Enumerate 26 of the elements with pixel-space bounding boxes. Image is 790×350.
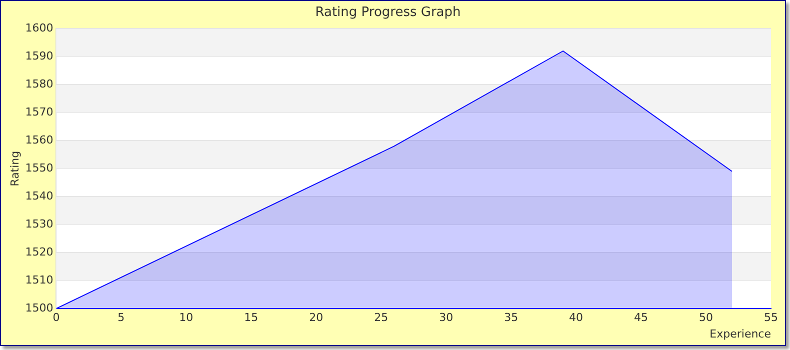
y-tick-label: 1550 xyxy=(25,161,54,174)
y-tick-label: 1510 xyxy=(25,273,54,286)
x-tick-label: 0 xyxy=(52,311,60,324)
x-tick-label: 10 xyxy=(179,311,194,324)
x-tick-label: 15 xyxy=(244,311,258,324)
x-tick-label: 45 xyxy=(634,311,648,324)
y-tick-label: 1520 xyxy=(25,245,54,258)
x-tick-label: 5 xyxy=(118,311,125,324)
x-tick-label: 20 xyxy=(309,311,324,324)
y-tick-label: 1540 xyxy=(25,189,54,202)
x-tick-label: 25 xyxy=(374,311,388,324)
y-tick-label: 1530 xyxy=(25,217,54,230)
y-axis-title: Rating xyxy=(8,150,22,186)
y-tick-label: 1560 xyxy=(25,133,54,146)
chart-title: Rating Progress Graph xyxy=(315,5,461,20)
x-axis-title: Experience xyxy=(710,327,772,340)
x-tick-label: 30 xyxy=(439,311,454,324)
y-tick-label: 1570 xyxy=(25,105,54,118)
y-tick-label: 1500 xyxy=(25,301,54,314)
x-tick-label: 55 xyxy=(764,311,778,324)
x-tick-label: 50 xyxy=(699,311,714,324)
y-tick-label: 1600 xyxy=(25,21,54,34)
x-tick-label: 40 xyxy=(569,311,584,324)
y-tick-label: 1580 xyxy=(25,77,54,90)
x-tick-label: 35 xyxy=(504,311,518,324)
y-tick-label: 1590 xyxy=(25,49,54,62)
